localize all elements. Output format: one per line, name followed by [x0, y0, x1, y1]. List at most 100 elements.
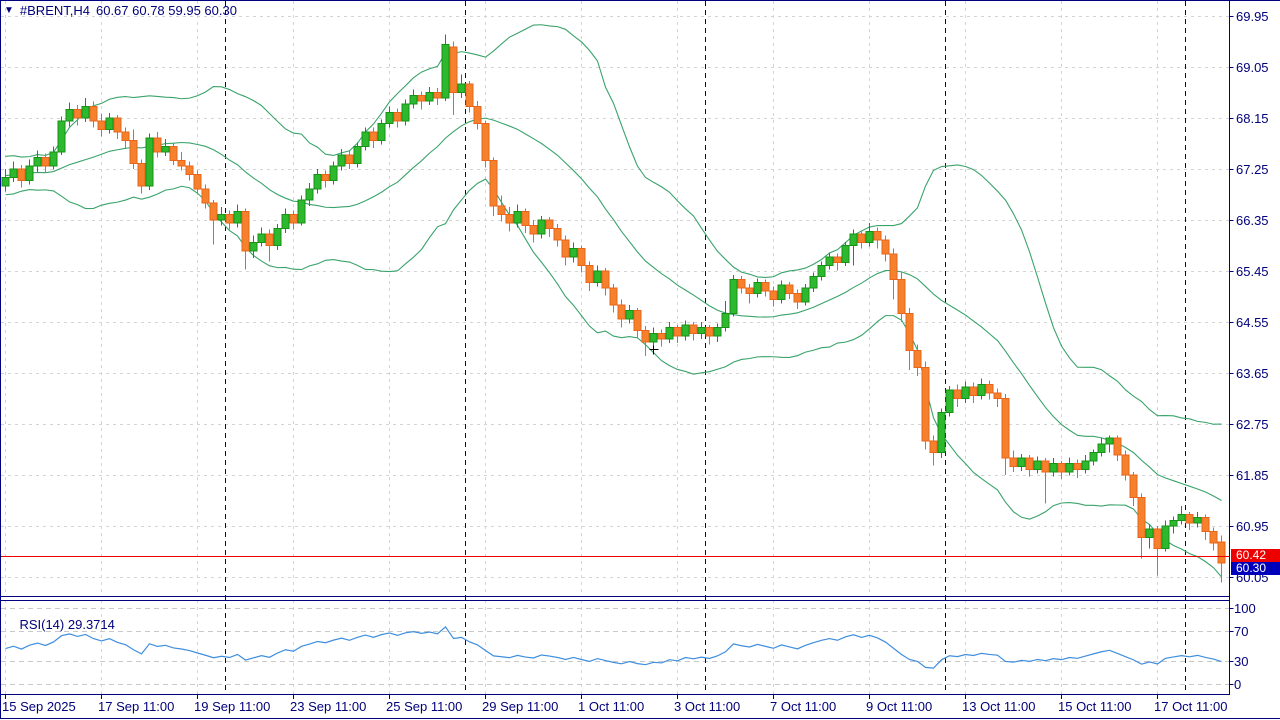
candle[interactable] — [745, 284, 754, 304]
candle[interactable] — [241, 208, 250, 270]
candle[interactable] — [889, 248, 898, 300]
candle[interactable] — [57, 116, 66, 155]
candle[interactable] — [1145, 524, 1154, 549]
candle[interactable] — [841, 242, 850, 266]
candle[interactable] — [561, 235, 570, 266]
candle[interactable] — [649, 327, 658, 348]
candle[interactable] — [289, 210, 298, 230]
candle[interactable] — [657, 329, 666, 347]
candle[interactable] — [1137, 493, 1146, 559]
candle[interactable] — [153, 132, 162, 158]
time-axis[interactable]: 15 Sep 2025 17 Sep 11:00 19 Sep 11:00 23 Se… — [2, 695, 1227, 714]
candle[interactable] — [801, 284, 810, 306]
candle[interactable] — [873, 227, 882, 249]
candle[interactable] — [417, 91, 426, 110]
candle[interactable] — [1153, 526, 1162, 576]
candle[interactable] — [897, 272, 906, 322]
candle[interactable] — [1193, 511, 1202, 528]
candle[interactable] — [441, 34, 450, 101]
candle[interactable] — [993, 388, 1002, 407]
candle[interactable] — [465, 81, 474, 113]
candle[interactable] — [1169, 516, 1178, 534]
candle[interactable] — [73, 104, 82, 126]
candle[interactable] — [305, 183, 314, 206]
candle[interactable] — [345, 150, 354, 169]
candle[interactable] — [553, 223, 562, 247]
candle[interactable] — [881, 235, 890, 262]
candle[interactable] — [849, 229, 858, 266]
candle[interactable] — [1177, 506, 1186, 525]
candle[interactable] — [593, 265, 602, 287]
candle[interactable] — [161, 138, 170, 156]
candle[interactable] — [937, 408, 946, 458]
candle[interactable] — [313, 169, 322, 194]
candle[interactable] — [1, 169, 10, 192]
candle[interactable] — [49, 146, 58, 170]
candle[interactable] — [1073, 459, 1082, 478]
candle[interactable] — [265, 229, 274, 262]
candle[interactable] — [169, 143, 178, 166]
candle[interactable] — [945, 386, 954, 417]
candle[interactable] — [393, 108, 402, 128]
candle[interactable] — [809, 272, 818, 292]
price-panel[interactable] — [1, 24, 1229, 583]
candle[interactable] — [337, 149, 346, 171]
candle[interactable] — [793, 289, 802, 309]
candle[interactable] — [961, 381, 970, 404]
candle[interactable] — [273, 223, 282, 251]
candle[interactable] — [697, 322, 706, 339]
candle[interactable] — [1009, 450, 1018, 473]
candle[interactable] — [1201, 514, 1210, 541]
candle[interactable] — [625, 305, 634, 324]
candle[interactable] — [601, 268, 610, 296]
candle[interactable] — [1049, 458, 1058, 477]
candle[interactable] — [713, 323, 722, 342]
candle[interactable] — [577, 245, 586, 273]
candle[interactable] — [953, 384, 962, 407]
candle[interactable] — [617, 299, 626, 328]
symbol-dropdown-icon[interactable]: ▼ — [4, 5, 14, 16]
candle[interactable] — [1097, 438, 1106, 457]
candle[interactable] — [145, 133, 154, 190]
candle[interactable] — [1161, 520, 1170, 552]
candle[interactable] — [209, 200, 218, 245]
candle[interactable] — [721, 301, 730, 332]
candle[interactable] — [385, 106, 394, 128]
candle[interactable] — [1025, 455, 1034, 477]
candle[interactable] — [81, 98, 90, 122]
candle[interactable] — [785, 281, 794, 299]
candle[interactable] — [401, 99, 410, 126]
candle[interactable] — [257, 227, 266, 247]
candle[interactable] — [433, 87, 442, 105]
price-axis[interactable]: 69.95 69.05 68.15 67.25 66.35 65.45 64.55 63.65… — [1229, 9, 1269, 692]
candle[interactable] — [225, 210, 234, 230]
candle[interactable] — [633, 307, 642, 338]
candle[interactable] — [33, 150, 42, 172]
candle[interactable] — [281, 208, 290, 234]
candle[interactable] — [41, 153, 50, 173]
candle[interactable] — [17, 165, 26, 188]
candle[interactable] — [609, 284, 618, 313]
candle[interactable] — [65, 102, 74, 127]
candle[interactable] — [233, 204, 242, 228]
candle[interactable] — [665, 322, 674, 343]
rsi-panel[interactable] — [5, 626, 1222, 669]
candle[interactable] — [921, 361, 930, 450]
candle[interactable] — [329, 161, 338, 185]
candle[interactable] — [833, 253, 842, 271]
candle[interactable] — [409, 89, 418, 109]
candle[interactable] — [177, 152, 186, 171]
candle[interactable] — [361, 127, 370, 151]
candle[interactable] — [545, 217, 554, 237]
candle[interactable] — [497, 195, 506, 222]
candle[interactable] — [673, 324, 682, 343]
candle[interactable] — [353, 142, 362, 168]
candle[interactable] — [825, 252, 834, 270]
candle[interactable] — [1105, 435, 1114, 453]
candle[interactable] — [1089, 449, 1098, 466]
candle[interactable] — [129, 129, 138, 169]
candle[interactable] — [513, 204, 522, 228]
candle[interactable] — [249, 235, 258, 258]
candle[interactable] — [193, 170, 202, 195]
